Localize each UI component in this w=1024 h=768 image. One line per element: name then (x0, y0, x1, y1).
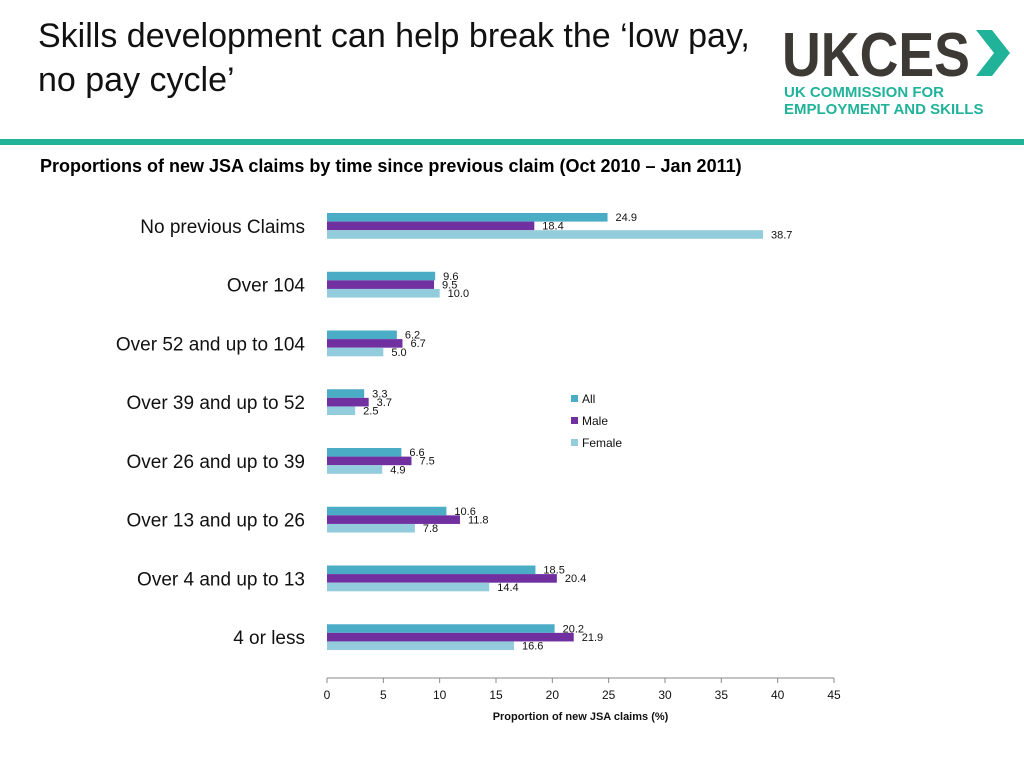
logo-wordmark: UKCES (782, 22, 970, 90)
data-label: 7.8 (423, 523, 438, 535)
bar-all (327, 389, 365, 398)
logo-chevron-icon (976, 30, 1010, 76)
data-label: 20.2 (563, 623, 584, 635)
legend-swatch-female (571, 439, 578, 446)
bar-female (327, 523, 415, 533)
bar-all (327, 565, 536, 575)
legend-swatch-male (571, 417, 578, 424)
bar-male (327, 632, 574, 642)
category-label: Over 52 and up to 104 (116, 334, 306, 355)
bar-all (327, 624, 555, 633)
x-tick-label: 30 (658, 688, 672, 702)
data-label: 14.4 (497, 582, 518, 594)
data-label: 3.7 (377, 397, 392, 409)
chart-title: Proportions of new JSA claims by time si… (40, 156, 742, 176)
data-label: 11.8 (468, 514, 489, 526)
category-label: Over 4 and up to 13 (137, 569, 305, 590)
bar-female (327, 465, 383, 474)
data-label: 3.3 (372, 388, 387, 400)
category-label: Over 13 and up to 26 (126, 511, 305, 532)
data-label: 6.2 (405, 330, 420, 342)
x-tick-label: 25 (602, 688, 616, 702)
bar-male (327, 280, 435, 289)
data-label: 2.5 (363, 406, 378, 418)
bar-male (327, 397, 369, 407)
legend-label-female: Female (582, 436, 622, 450)
legend-label-male: Male (582, 414, 608, 428)
legend-swatch-all (571, 395, 578, 402)
header-divider (0, 139, 1024, 145)
bar-male (327, 339, 403, 348)
data-label: 5.0 (391, 347, 406, 359)
legend-label-all: All (582, 392, 595, 406)
data-label: 7.5 (420, 456, 435, 468)
data-label: 16.6 (522, 641, 543, 653)
x-tick-label: 40 (771, 688, 785, 702)
category-label: 4 or less (233, 628, 305, 649)
x-tick-label: 5 (380, 688, 387, 702)
data-label: 9.5 (442, 279, 457, 291)
data-label: 6.6 (409, 447, 424, 459)
x-tick-label: 45 (827, 688, 841, 702)
bar-all (327, 213, 608, 222)
category-label: No previous Claims (140, 217, 305, 238)
bar-male (327, 221, 535, 231)
data-label: 9.6 (443, 271, 458, 283)
data-label: 18.5 (543, 565, 564, 577)
category-label: Over 26 and up to 39 (126, 452, 305, 473)
logo-line2: EMPLOYMENT AND SKILLS (784, 101, 983, 118)
bar-female (327, 347, 384, 357)
data-label: 18.4 (542, 221, 563, 233)
bar-all (327, 448, 402, 457)
bar-all (327, 330, 397, 340)
ukces-logo: UKCES UK COMMISSION FOR EMPLOYMENT AND S… (782, 22, 1010, 118)
data-label: 10.0 (448, 288, 469, 300)
x-tick-label: 15 (489, 688, 503, 702)
data-label: 6.7 (410, 338, 425, 350)
x-tick-label: 10 (433, 688, 447, 702)
logo-line1: UK COMMISSION FOR (784, 84, 944, 101)
slide-title: Skills development can help break the ‘l… (38, 17, 750, 99)
category-label: Over 39 and up to 52 (126, 393, 305, 414)
bar-all (327, 506, 447, 516)
x-tick-label: 20 (546, 688, 560, 702)
data-label: 20.4 (565, 573, 586, 585)
data-label: 24.9 (616, 212, 637, 224)
bar-all (327, 271, 436, 281)
bar-female (327, 406, 356, 416)
bar-female (327, 230, 764, 239)
x-axis-title: Proportion of new JSA claims (%) (493, 711, 669, 723)
bar-male (327, 515, 460, 524)
x-tick-label: 0 (324, 688, 331, 702)
data-label: 10.6 (454, 506, 475, 518)
bar-chart: No previous Claims 24.9 18.4 38.7 Over 104 9.… (116, 212, 841, 723)
bar-female (327, 641, 515, 651)
category-label: Over 104 (227, 276, 306, 297)
bar-female (327, 288, 440, 298)
bar-male (327, 456, 412, 466)
bar-male (327, 574, 557, 583)
data-label: 38.7 (771, 229, 792, 241)
data-label: 4.9 (390, 464, 405, 476)
x-tick-label: 35 (715, 688, 729, 702)
data-label: 21.9 (582, 632, 603, 644)
bar-female (327, 582, 490, 592)
